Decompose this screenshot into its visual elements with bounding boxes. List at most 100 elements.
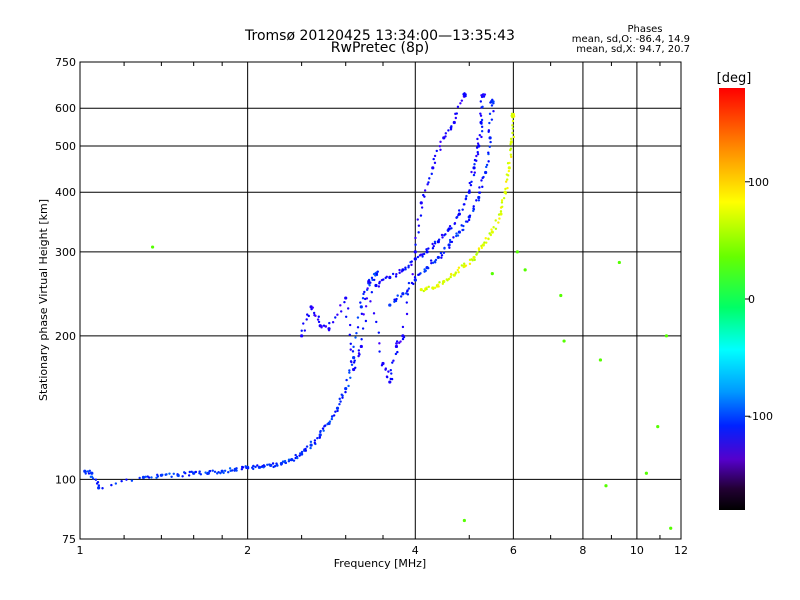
echo-mark: [343, 300, 346, 304]
echo-mark: [370, 276, 374, 280]
echo-mark: [391, 361, 394, 364]
echo-mark: [455, 215, 459, 219]
echo-mark: [485, 165, 488, 169]
x-tick-label: 10: [630, 544, 644, 557]
echo-mark: [508, 161, 511, 165]
echo-mark: [130, 479, 134, 482]
echo-mark: [120, 479, 123, 483]
echo-mark: [340, 393, 343, 396]
x-axis-label: Frequency [MHz]: [334, 557, 426, 570]
echo-mark: [462, 228, 465, 232]
echo-mark: [368, 284, 371, 287]
echo-mark: [354, 366, 357, 369]
echo-mark: [125, 478, 128, 481]
echo-mark: [314, 314, 317, 318]
echo-mark: [480, 135, 483, 139]
echo-mark: [471, 259, 474, 262]
echo-mark: [439, 148, 442, 151]
echo-mark: [498, 217, 501, 220]
data-point: [644, 471, 648, 475]
echo-mark: [485, 163, 489, 167]
echo-mark: [372, 312, 376, 315]
echo-mark: [509, 137, 513, 141]
echo-mark: [256, 464, 259, 467]
echo-mark: [394, 275, 398, 278]
echo-mark: [460, 99, 464, 102]
echo-mark: [406, 289, 409, 292]
echo-mark: [423, 189, 427, 192]
chart-title: Tromsø 20120425 13:34:00—13:35:43: [244, 28, 515, 44]
echo-mark: [456, 268, 459, 272]
echo-mark: [241, 466, 245, 469]
echo-mark: [311, 306, 315, 309]
data-point: [447, 243, 451, 247]
echo-mark: [170, 475, 173, 478]
data-point: [431, 166, 435, 170]
data-point: [388, 380, 392, 384]
echo-mark: [364, 319, 368, 323]
data-point: [490, 272, 494, 276]
echo-mark: [292, 459, 296, 462]
data-point: [562, 339, 566, 343]
echo-mark: [273, 464, 277, 468]
echo-mark: [339, 310, 343, 313]
y-axis-label: Stationary phase Virtual Height [km]: [37, 199, 50, 401]
echo-mark: [427, 181, 430, 184]
echo-mark: [405, 301, 408, 304]
echo-mark: [410, 281, 414, 285]
echo-mark: [462, 262, 466, 265]
echo-mark: [470, 180, 473, 183]
echo-mark: [452, 236, 455, 239]
echo-mark: [433, 286, 437, 289]
echo-mark: [95, 482, 99, 485]
echo-mark: [429, 259, 433, 262]
echo-mark: [468, 214, 472, 217]
data-point: [359, 305, 363, 309]
echo-mark: [468, 189, 471, 192]
data-point: [431, 286, 435, 290]
echo-mark: [334, 316, 337, 319]
echo-mark: [475, 199, 478, 202]
echo-mark: [487, 160, 490, 163]
x-tick-label: 2: [244, 544, 251, 557]
echo-mark: [90, 475, 94, 478]
echo-mark: [360, 338, 363, 341]
echo-mark: [481, 105, 484, 109]
data-point: [290, 458, 294, 462]
data-point: [425, 250, 429, 254]
echo-mark: [398, 268, 401, 272]
echo-mark: [328, 321, 331, 325]
echo-mark: [348, 369, 351, 372]
data-point: [481, 243, 485, 247]
data-point: [401, 268, 405, 272]
echo-mark: [483, 93, 487, 96]
data-point: [359, 344, 363, 349]
echo-mark: [338, 402, 341, 406]
echo-mark: [476, 142, 480, 145]
data-point: [488, 136, 492, 140]
echo-mark: [478, 186, 481, 189]
echo-mark: [487, 129, 491, 132]
echo-mark: [477, 247, 481, 250]
echo-mark: [357, 349, 361, 352]
grid: [80, 62, 681, 539]
echo-mark: [324, 424, 327, 427]
echo-mark: [324, 325, 328, 328]
data-point: [457, 212, 461, 216]
y-tick-label: 500: [55, 140, 76, 153]
echo-mark: [441, 280, 445, 284]
echo-mark: [494, 227, 498, 230]
colorbar-tick-label: 0: [748, 293, 755, 306]
echo-mark: [492, 110, 495, 113]
echo-mark: [450, 240, 454, 244]
echo-mark: [172, 472, 175, 476]
echo-mark: [418, 273, 421, 276]
echo-mark: [447, 129, 450, 132]
data-point: [90, 471, 94, 475]
data-point: [344, 296, 348, 300]
echo-mark: [399, 295, 403, 298]
echo-mark: [507, 169, 511, 173]
data-point: [604, 484, 608, 488]
echo-mark: [511, 124, 514, 127]
echo-mark: [505, 173, 509, 176]
